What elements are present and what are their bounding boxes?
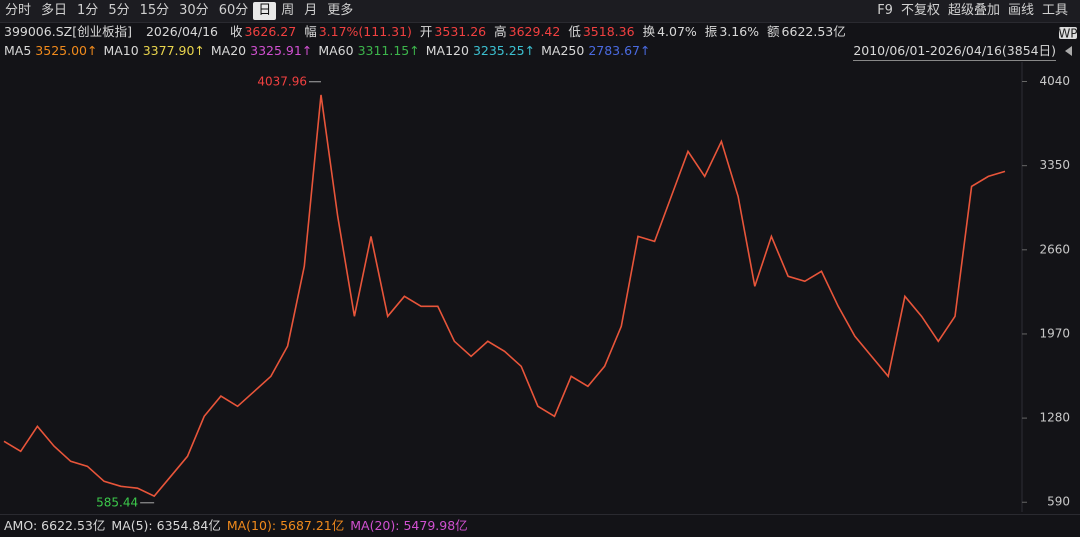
field-value: 3531.26 (434, 24, 487, 39)
range-arrow[interactable] (1062, 44, 1076, 58)
period-tab[interactable]: 5分 (108, 3, 130, 18)
ma-value: 3377.90↑ (142, 43, 205, 58)
ma-name: MA250 (541, 43, 585, 58)
y-tick-label: 2660 (1039, 242, 1070, 256)
toolbar: 分时 多日 1分 5分 15分 30分 60分日周月更多 F9 不复权 超级叠加 画线 工具 (0, 0, 1080, 23)
amount-indicator: AMO: 6622.53亿 MA(5): 6354.84亿 MA(10): 5687.21… (0, 514, 1080, 537)
period-tab[interactable]: 更多 (327, 3, 354, 18)
quote-info: 399006.SZ[创业板指] 2026/04/16 收 3626.27 幅 3.17… (0, 22, 1080, 42)
indicator-label: MA(5): (111, 518, 153, 533)
period-tab[interactable]: 15分 (139, 3, 170, 18)
field-value: 3.17%(111.31) (318, 24, 412, 39)
field-label: 换 (642, 24, 656, 39)
price-line (3, 94, 1006, 498)
indicator-value: 5479.98亿 (403, 518, 468, 533)
ma-name: MA60 (318, 43, 354, 58)
ma-value: 3235.25↑ (472, 43, 536, 58)
field-label: 额 (767, 24, 780, 39)
indicator-label: MA(10): (226, 518, 277, 533)
indicator-value: 6354.84亿 (156, 518, 221, 533)
period-tabs: 分时 多日 1分 5分 15分 30分 60分日周月更多 (0, 0, 1080, 22)
ma-value: 3311.15↑ (357, 43, 420, 58)
svg-text:WP: WP (1058, 27, 1077, 41)
tool-button[interactable]: 超级叠加 (947, 3, 1000, 18)
period-tab[interactable]: 多日 (41, 3, 68, 18)
field-label: 开 (419, 24, 433, 39)
period-tab[interactable]: 30分 (179, 3, 209, 18)
tool-button[interactable]: 不复权 (900, 3, 940, 18)
tool-menu: F9 不复权 超级叠加 画线 工具 (873, 0, 1072, 22)
field-label: 振 (704, 24, 718, 39)
date-range[interactable]: 2010/06/01-2026/04/16(3854日) (853, 42, 1056, 61)
period-tab[interactable]: 日 (253, 2, 277, 20)
annotation-label: 4037.96 (257, 74, 307, 88)
field-value: 3.16% (719, 24, 760, 39)
ma-value: 2783.67↑ (588, 43, 651, 58)
annotation-label: 585.44 (96, 495, 138, 509)
period-tab[interactable]: 1分 (77, 3, 99, 18)
ma-legend: MA5 3525.00↑ MA10 3377.90↑ MA20 3325.91↑ MA60 3… (0, 42, 1080, 60)
tool-button[interactable]: 画线 (1007, 3, 1034, 18)
period-tab[interactable]: 分时 (5, 3, 32, 18)
indicator-label: MA(20): (350, 518, 400, 533)
y-tick-label: 1280 (1039, 411, 1070, 425)
tool-button[interactable]: 工具 (1041, 3, 1068, 18)
code: 399006.SZ[创业板指] (4, 24, 132, 39)
tool-button[interactable]: F9 (877, 3, 893, 18)
y-tick-label: 1970 (1039, 326, 1070, 340)
ma-name: MA5 (4, 43, 32, 58)
ma-name: MA10 (103, 43, 139, 58)
period-tab[interactable]: 60分 (218, 3, 249, 18)
wp-icon[interactable]: WP (1058, 26, 1078, 41)
indicator-value: 6622.53亿 (41, 518, 106, 533)
indicator-value: 5687.21亿 (280, 518, 345, 533)
field-label: 幅 (304, 24, 317, 39)
ma-name: MA20 (210, 43, 247, 58)
ma-name: MA120 (425, 43, 469, 58)
date: 2026/04/16 (145, 24, 218, 39)
period-tab[interactable]: 月 (304, 3, 318, 18)
field-value: 4.07% (657, 24, 697, 39)
y-tick-label: 590 (1047, 495, 1070, 509)
ma-value: 3325.91↑ (250, 43, 313, 58)
field-label: 低 (568, 24, 581, 39)
field-value: 3629.42 (508, 24, 561, 39)
indicator-label: AMO: (4, 518, 38, 533)
field-value: 3518.36 (582, 24, 635, 39)
field-label: 高 (494, 24, 507, 39)
y-tick-label: 4040 (1039, 74, 1070, 88)
field-value: 3626.27 (244, 24, 297, 39)
ma-value: 3525.00↑ (35, 43, 98, 58)
y-tick-label: 3350 (1039, 158, 1070, 172)
quote-fields: 收 3626.27 幅 3.17%(111.31) 开 3531.26 高 3629.42 低 3… (224, 24, 848, 39)
field-label: 收 (229, 24, 243, 39)
period-tab[interactable]: 周 (281, 3, 295, 18)
price-chart: 590 1280 1970 2660 3350 4040 4037.96 585.44 (3, 62, 1070, 512)
field-value: 6622.53亿 (781, 24, 846, 39)
